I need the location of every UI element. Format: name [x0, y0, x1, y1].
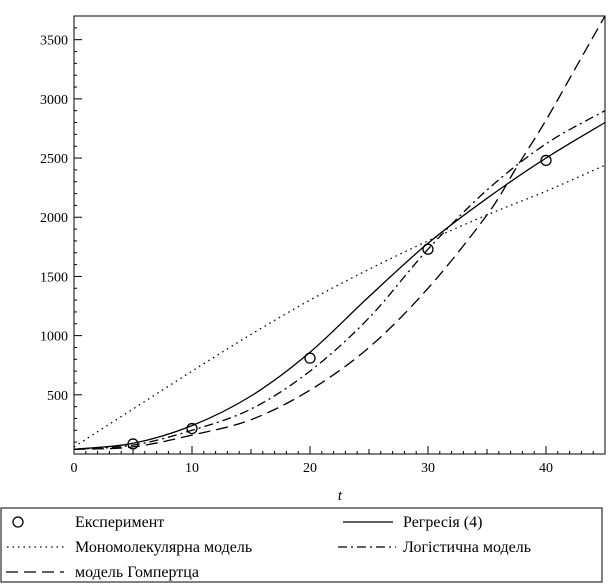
- legend-label: модель Гомпертца: [75, 564, 199, 581]
- x-tick-label: 10: [185, 461, 199, 476]
- y-tick-label: 3000: [40, 93, 68, 108]
- y-tick-label: 500: [47, 389, 68, 404]
- series-line-2: [73, 164, 606, 448]
- experiment-point: [304, 352, 316, 364]
- experiment-point: [540, 154, 552, 167]
- series-line-4: [73, 15, 606, 450]
- x-tick-label: 0: [71, 461, 78, 476]
- x-tick-label: 40: [539, 461, 553, 476]
- x-tick-label: 20: [303, 461, 317, 476]
- legend-label: Мономолекулярна модель: [75, 539, 252, 556]
- legend-marker: [12, 516, 24, 528]
- x-axis-label: t: [338, 488, 343, 504]
- series-layer: [73, 15, 606, 450]
- legend-label: Регресія (4): [403, 514, 482, 531]
- legend: Експеримент Регресія (4) Мономолекулярна м…: [0, 507, 603, 583]
- y-tick-label: 2000: [40, 211, 68, 226]
- legend-label: Експеримент: [75, 514, 164, 531]
- y-tick-label: 3500: [40, 34, 68, 49]
- series-line-3: [73, 110, 606, 450]
- y-tick-label: 1000: [40, 330, 68, 345]
- y-tick-label: 1500: [40, 270, 68, 285]
- plot-frame: [73, 15, 606, 455]
- experiment-point: [422, 243, 434, 255]
- x-tick-label: 30: [421, 461, 435, 476]
- experiment-point: [186, 422, 198, 435]
- axes: 0 10 20 30 40 500 1000 1500 2000 2500 3000 3500: [40, 15, 606, 476]
- legend-box: [0, 507, 603, 583]
- legend-label: Логістична модель: [403, 539, 531, 556]
- y-tick-label: 2500: [40, 152, 68, 167]
- series-line-1: [73, 121, 606, 450]
